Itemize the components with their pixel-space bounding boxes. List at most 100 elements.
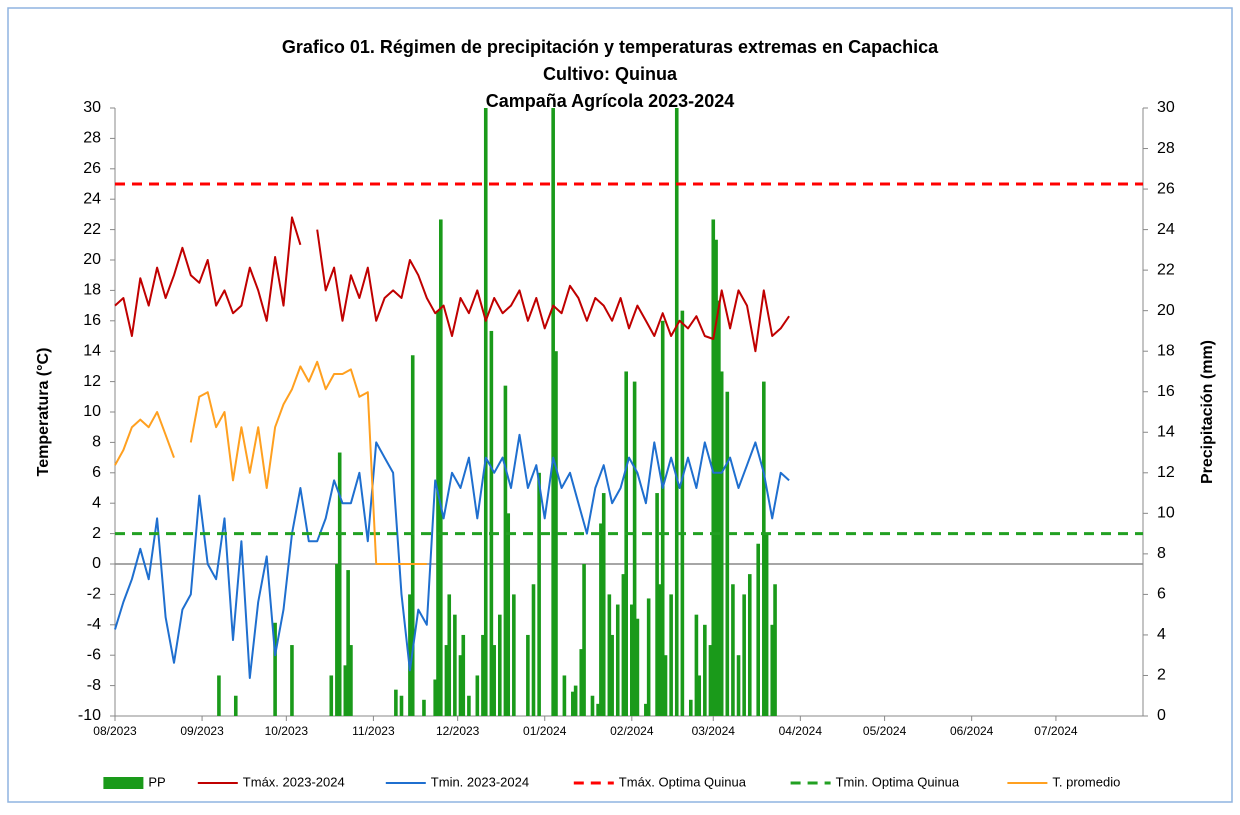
bar: [503, 385, 508, 716]
bar: [601, 493, 606, 716]
chart-title: Grafico 01. Régimen de precipitación y t…: [282, 37, 939, 57]
bar: [669, 594, 673, 716]
legend-label: Tmáx. 2023-2024: [243, 774, 345, 789]
y2-tick-label: 4: [1157, 626, 1166, 643]
bar: [596, 703, 600, 716]
x-tick-label: 10/2023: [265, 724, 309, 738]
y2-tick-label: 10: [1157, 505, 1175, 522]
bar: [290, 645, 294, 716]
bar: [756, 543, 761, 716]
y-tick-label: 12: [83, 373, 101, 390]
bar: [610, 634, 614, 716]
bar: [273, 622, 277, 716]
bar: [582, 564, 586, 716]
bar: [615, 604, 620, 716]
bar: [526, 634, 530, 716]
bar: [646, 598, 651, 716]
bar: [717, 300, 721, 716]
y-tick-label: 26: [83, 160, 101, 177]
bar: [644, 703, 648, 716]
y2-tick-label: 30: [1157, 99, 1175, 116]
bar: [408, 594, 412, 716]
bar: [554, 351, 558, 716]
line: [114, 433, 790, 679]
bar: [444, 645, 449, 716]
chart-subtitle: Campaña Agrícola 2023-2024: [486, 91, 734, 111]
y2-tick-label: 28: [1157, 140, 1175, 157]
bar: [410, 355, 415, 716]
y-tick-label: 16: [83, 312, 101, 329]
y-tick-label: 28: [83, 130, 101, 147]
legend-label: T. promedio: [1052, 774, 1120, 789]
x-tick-label: 02/2024: [610, 724, 654, 738]
y-tick-label: 8: [92, 434, 101, 451]
bar: [762, 381, 766, 716]
bar: [537, 472, 541, 716]
bar: [571, 691, 575, 716]
bar: [436, 310, 440, 716]
legend-label: Tmin. 2023-2024: [431, 774, 529, 789]
x-tick-label: 07/2024: [1034, 724, 1078, 738]
legend-label: PP: [148, 774, 165, 789]
y2-tick-label: 26: [1157, 180, 1175, 197]
bar: [770, 624, 775, 716]
y-tick-label: 0: [92, 555, 101, 572]
line: [114, 216, 790, 353]
bar: [703, 624, 707, 716]
bar: [579, 649, 584, 716]
y-tick-label: 24: [83, 190, 101, 207]
bar: [433, 679, 437, 716]
bar: [719, 371, 724, 716]
bar: [233, 695, 238, 716]
y-tick-label: 4: [92, 494, 101, 511]
bar: [346, 570, 350, 716]
bar: [674, 108, 679, 716]
bar: [655, 493, 659, 716]
bar: [621, 574, 626, 716]
y-tick-label: -8: [87, 677, 101, 694]
bar: [663, 655, 668, 716]
y2-axis-label: Precipitación (mm): [1199, 340, 1216, 484]
bar: [731, 584, 735, 716]
legend-label: Tmáx. Optima Quinua: [619, 774, 747, 789]
chart-border: [7, 7, 1233, 803]
x-tick-label: 03/2024: [692, 724, 736, 738]
bar: [497, 614, 502, 716]
bar: [599, 523, 603, 716]
bar: [624, 371, 628, 716]
y-tick-label: 2: [92, 525, 101, 542]
x-tick-label: 11/2023: [352, 724, 395, 738]
bar: [697, 675, 702, 716]
y-tick-label: 10: [83, 403, 101, 420]
y-tick-label: 18: [83, 282, 101, 299]
bar: [453, 614, 457, 716]
y-axis-label: Temperatura (°C): [35, 348, 52, 477]
legend-swatch: [103, 777, 144, 789]
y2-tick-label: 6: [1157, 586, 1166, 603]
bar: [481, 634, 485, 716]
bar: [217, 675, 221, 716]
bar: [607, 594, 612, 716]
y-tick-label: 20: [83, 251, 101, 268]
bar: [483, 108, 488, 716]
y2-tick-label: 24: [1157, 221, 1175, 238]
bar: [590, 695, 595, 716]
y-tick-label: -6: [87, 646, 101, 663]
y-tick-label: -2: [87, 586, 101, 603]
bar: [337, 452, 342, 716]
bar: [439, 219, 443, 716]
x-tick-label: 05/2024: [863, 724, 907, 738]
bar: [680, 310, 685, 716]
bar: [343, 665, 348, 716]
bar: [422, 699, 426, 716]
y2-tick-label: 14: [1157, 423, 1175, 440]
bar: [399, 695, 404, 716]
bar: [531, 584, 536, 716]
y-tick-label: -4: [87, 616, 101, 633]
bar: [475, 675, 480, 716]
bar: [458, 655, 463, 716]
bar: [660, 320, 665, 716]
x-tick-label: 04/2024: [779, 724, 823, 738]
x-tick-label: 09/2023: [180, 724, 224, 738]
